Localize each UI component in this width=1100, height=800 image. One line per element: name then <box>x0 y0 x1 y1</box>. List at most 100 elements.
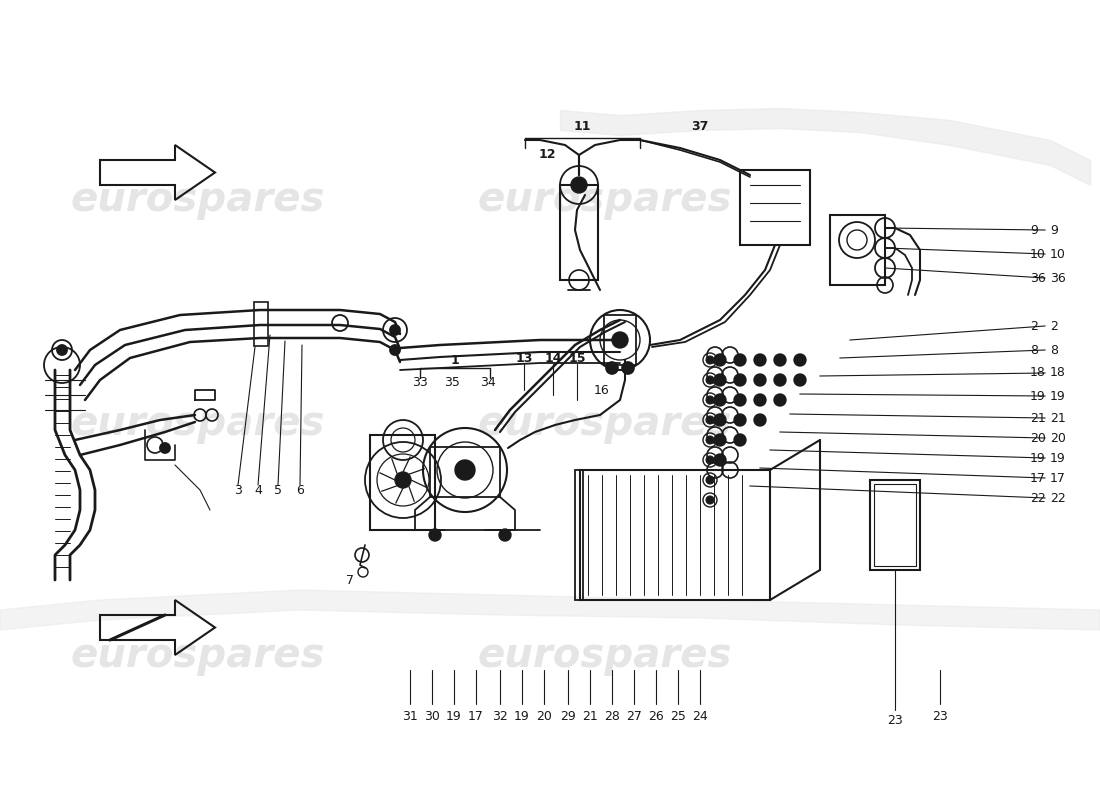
Text: 9: 9 <box>1030 223 1038 237</box>
Text: 19: 19 <box>1030 451 1046 465</box>
Text: 29: 29 <box>560 710 576 723</box>
Text: 30: 30 <box>425 710 440 723</box>
Circle shape <box>395 472 411 488</box>
Circle shape <box>706 416 714 424</box>
Circle shape <box>734 414 746 426</box>
Text: 20: 20 <box>536 710 552 723</box>
Circle shape <box>612 332 628 348</box>
Text: 23: 23 <box>887 714 903 726</box>
Circle shape <box>706 496 714 504</box>
Text: 7: 7 <box>346 574 354 586</box>
Circle shape <box>774 354 786 366</box>
Bar <box>830 215 886 285</box>
Text: 19: 19 <box>514 710 530 723</box>
Text: 20: 20 <box>1030 431 1046 445</box>
Text: 8: 8 <box>1050 343 1058 357</box>
Text: 2: 2 <box>1030 319 1038 333</box>
Circle shape <box>734 354 746 366</box>
Circle shape <box>714 454 726 466</box>
Text: 15: 15 <box>569 351 585 365</box>
Circle shape <box>706 436 714 444</box>
Circle shape <box>734 434 746 446</box>
Text: 26: 26 <box>648 710 664 723</box>
Bar <box>740 170 810 245</box>
Text: 28: 28 <box>604 710 620 723</box>
Text: 17: 17 <box>1030 471 1046 485</box>
Text: 21: 21 <box>582 710 598 723</box>
Bar <box>430 447 500 497</box>
Bar <box>580 470 770 600</box>
Circle shape <box>160 443 170 453</box>
Circle shape <box>57 345 67 355</box>
Text: eurospares: eurospares <box>477 404 733 444</box>
Text: 33: 33 <box>412 375 428 389</box>
Circle shape <box>706 476 714 484</box>
Circle shape <box>754 394 766 406</box>
Text: eurospares: eurospares <box>477 180 733 220</box>
Circle shape <box>734 394 746 406</box>
Bar <box>874 484 916 566</box>
Circle shape <box>774 394 786 406</box>
Text: 19: 19 <box>1050 451 1066 465</box>
Text: 9: 9 <box>1050 223 1058 237</box>
Circle shape <box>794 354 806 366</box>
Text: 16: 16 <box>594 383 609 397</box>
Circle shape <box>714 434 726 446</box>
Circle shape <box>754 414 766 426</box>
Text: 27: 27 <box>626 710 642 723</box>
Text: 14: 14 <box>544 351 562 365</box>
Circle shape <box>499 529 512 541</box>
Text: eurospares: eurospares <box>70 636 326 676</box>
Text: 10: 10 <box>1030 247 1046 261</box>
Circle shape <box>794 374 806 386</box>
Circle shape <box>714 414 726 426</box>
Circle shape <box>706 396 714 404</box>
Text: 17: 17 <box>469 710 484 723</box>
Circle shape <box>774 374 786 386</box>
Bar <box>870 480 920 570</box>
Circle shape <box>571 177 587 193</box>
Text: 36: 36 <box>1050 271 1066 285</box>
Text: eurospares: eurospares <box>477 636 733 676</box>
Text: 17: 17 <box>1050 471 1066 485</box>
Circle shape <box>606 362 618 374</box>
Text: eurospares: eurospares <box>70 180 326 220</box>
Text: 5: 5 <box>274 483 282 497</box>
Text: 24: 24 <box>692 710 708 723</box>
Circle shape <box>455 460 475 480</box>
Text: 1: 1 <box>451 354 460 366</box>
Text: 22: 22 <box>1050 491 1066 505</box>
Text: 35: 35 <box>444 375 460 389</box>
Circle shape <box>706 376 714 384</box>
Bar <box>254 302 268 346</box>
Circle shape <box>706 456 714 464</box>
Text: 18: 18 <box>1050 366 1066 379</box>
Text: 31: 31 <box>403 710 418 723</box>
Circle shape <box>734 374 746 386</box>
Text: 4: 4 <box>254 483 262 497</box>
Text: 19: 19 <box>1050 390 1066 402</box>
Circle shape <box>390 345 400 355</box>
Text: 21: 21 <box>1030 411 1046 425</box>
Text: 3: 3 <box>234 483 242 497</box>
Circle shape <box>754 354 766 366</box>
Text: 13: 13 <box>515 351 532 365</box>
Bar <box>604 315 636 365</box>
Text: 36: 36 <box>1030 271 1046 285</box>
Text: 8: 8 <box>1030 343 1038 357</box>
Bar <box>370 435 434 530</box>
Bar <box>575 470 583 600</box>
Text: 34: 34 <box>480 375 496 389</box>
Text: 2: 2 <box>1050 319 1058 333</box>
Text: 6: 6 <box>296 483 304 497</box>
Circle shape <box>390 325 400 335</box>
Circle shape <box>714 354 726 366</box>
Text: 37: 37 <box>691 119 708 133</box>
Circle shape <box>429 529 441 541</box>
Text: 19: 19 <box>1030 390 1046 402</box>
Text: 19: 19 <box>447 710 462 723</box>
Text: 20: 20 <box>1050 431 1066 445</box>
Text: 23: 23 <box>932 710 948 723</box>
Text: 12: 12 <box>538 149 556 162</box>
Text: 11: 11 <box>573 119 591 133</box>
